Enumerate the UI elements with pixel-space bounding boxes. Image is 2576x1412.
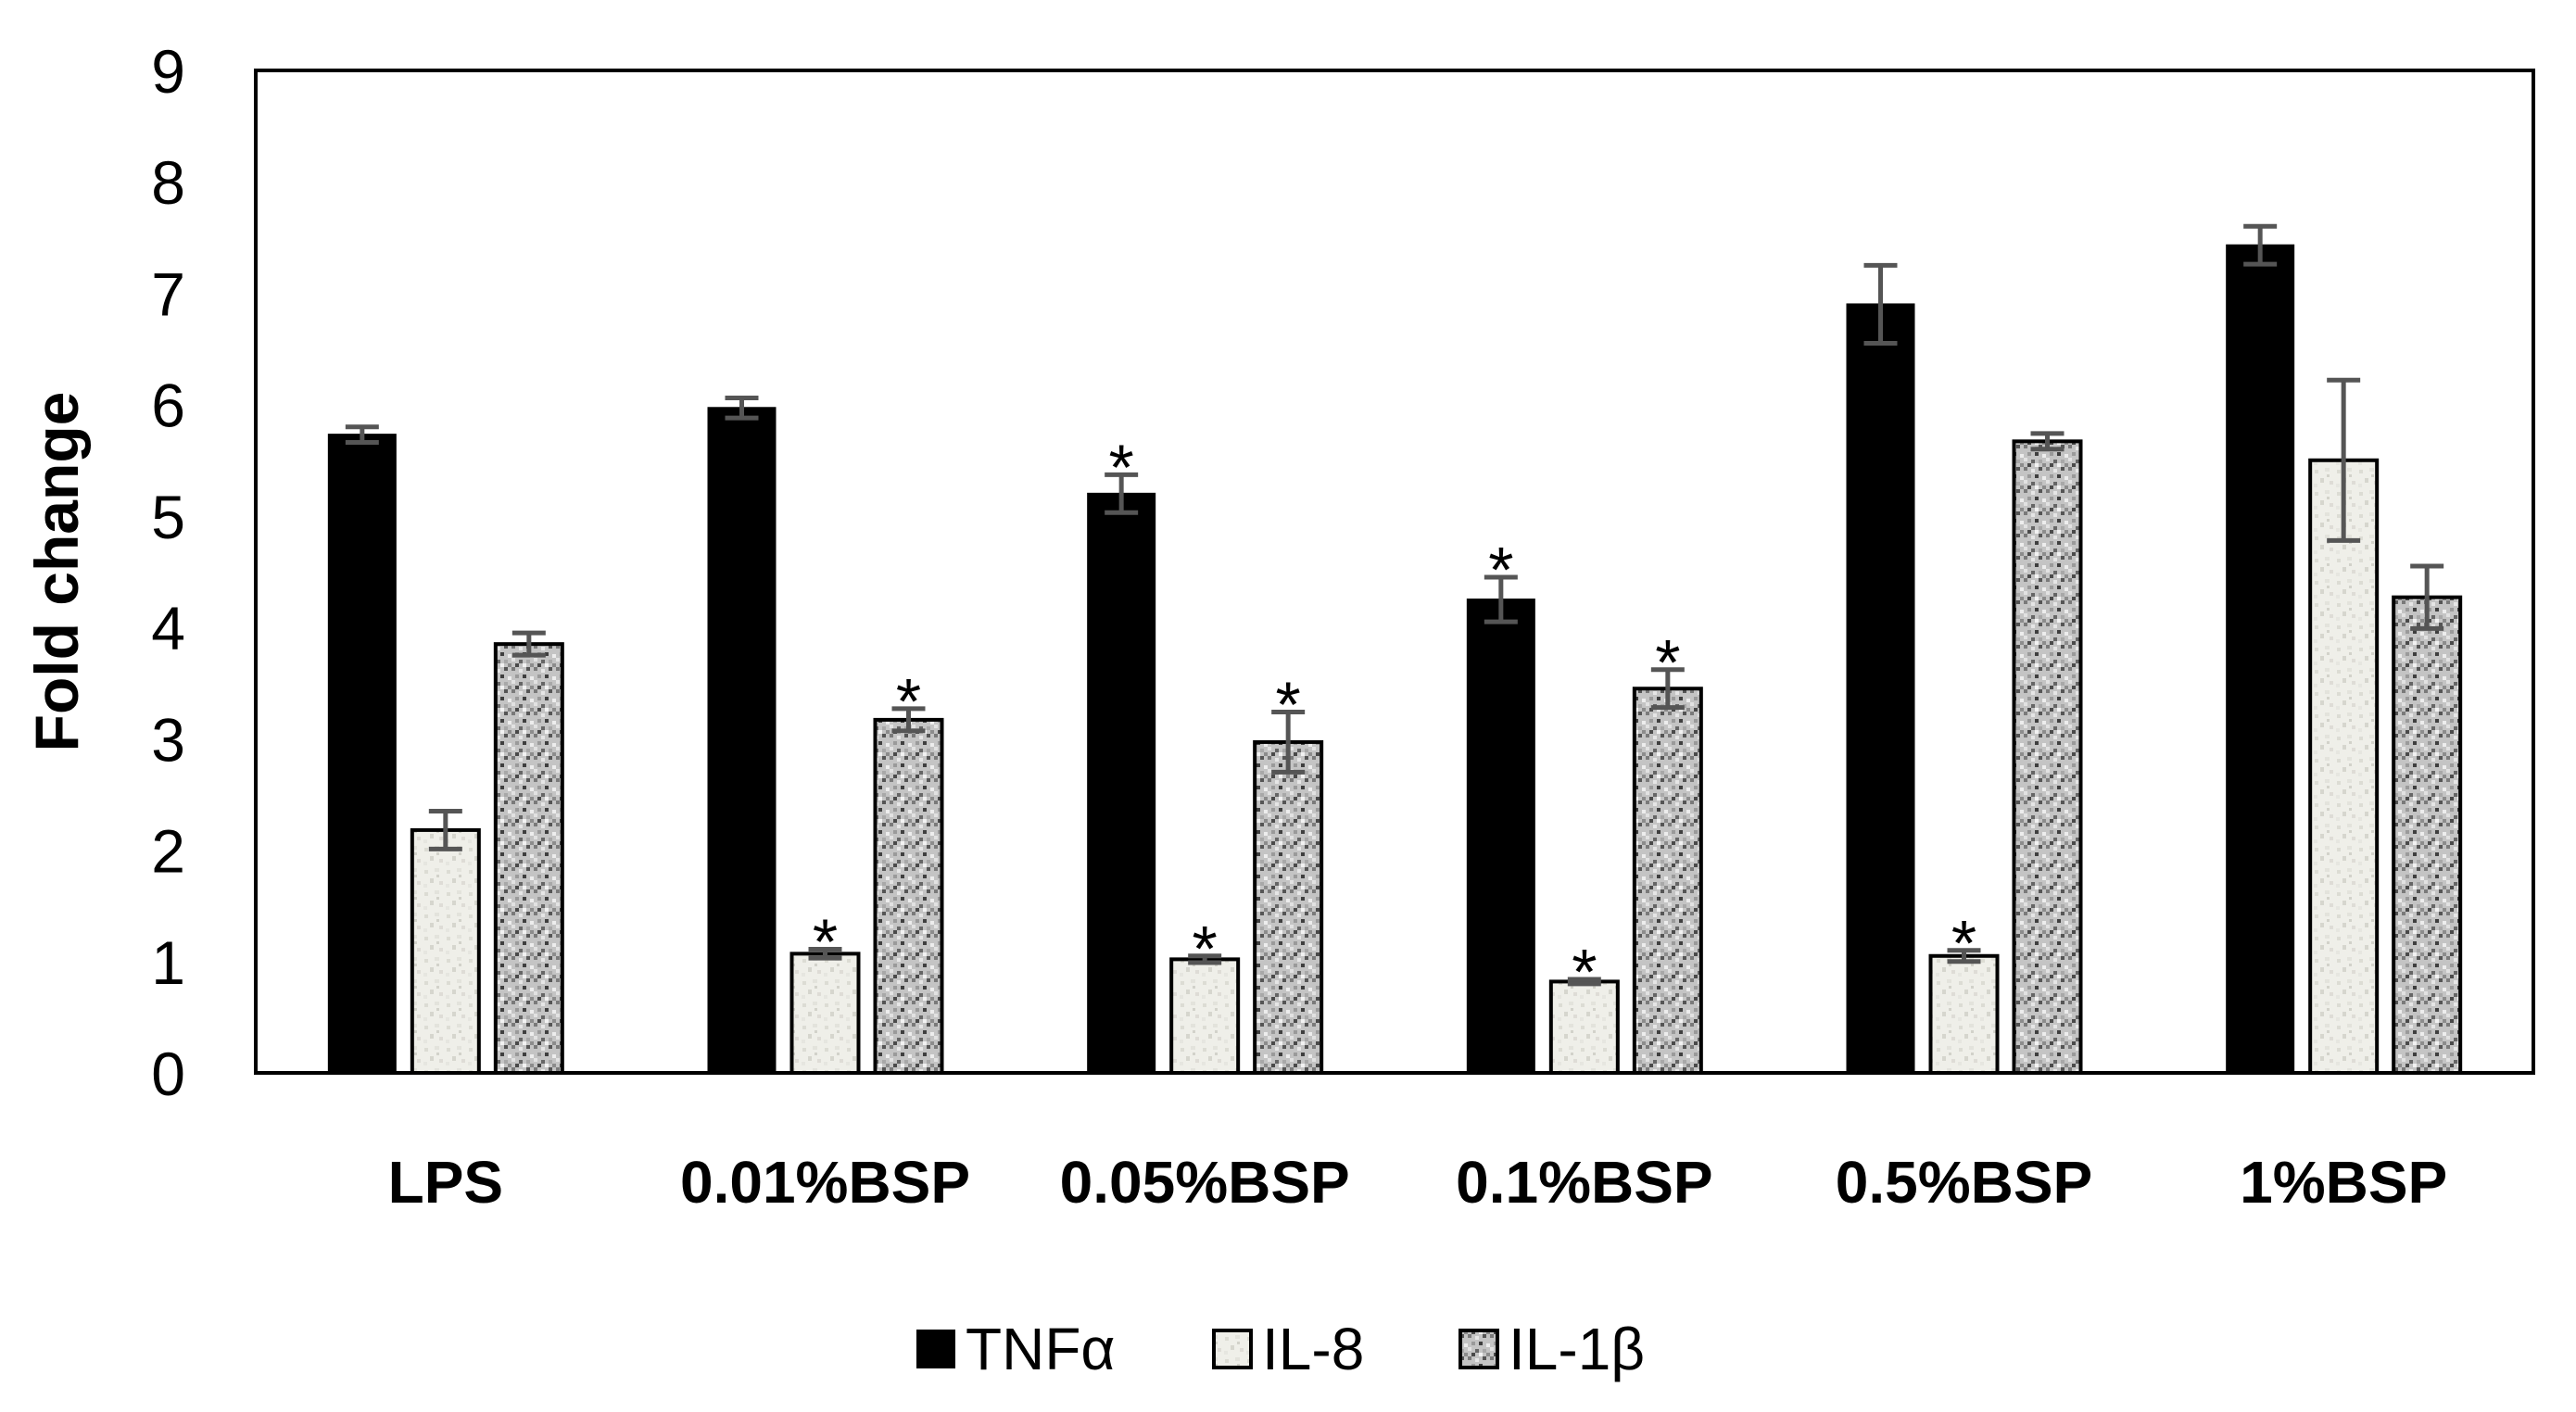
y-tick-label: 3: [151, 705, 185, 774]
bar: [1846, 303, 1915, 1074]
bar: [1928, 953, 2000, 1076]
legend-label: IL-1β: [1509, 1316, 1645, 1382]
bar: [1466, 599, 1535, 1074]
bar: [1548, 979, 1620, 1075]
bar: [327, 434, 397, 1075]
y-tick-label: 7: [151, 259, 185, 328]
significance-marker: *: [1572, 936, 1597, 1008]
bar: [1632, 687, 1703, 1075]
bar: [789, 952, 861, 1075]
significance-marker: *: [1488, 534, 1513, 606]
significance-marker: *: [896, 665, 921, 738]
significance-marker: *: [1109, 431, 1134, 503]
x-tick-label: 0.1%BSP: [1456, 1149, 1712, 1216]
bar: [1087, 492, 1156, 1074]
legend-swatch: [1458, 1329, 1499, 1369]
bar: [707, 407, 777, 1075]
y-tick-label: 0: [151, 1040, 185, 1108]
x-tick-label: 0.5%BSP: [1836, 1149, 2092, 1216]
bar: [1169, 957, 1241, 1075]
bar: [873, 717, 944, 1075]
bars-group: * * * * * * * * *: [327, 223, 2463, 1076]
bar: [1253, 739, 1324, 1075]
legend-swatch: [916, 1330, 955, 1368]
bar: [2226, 244, 2295, 1074]
x-tick-label: 0.05%BSP: [1060, 1149, 1350, 1216]
y-tick-label: 6: [151, 372, 185, 440]
legend-label: TNFα: [966, 1316, 1115, 1382]
bar: [410, 827, 481, 1075]
significance-marker: *: [1655, 626, 1680, 699]
y-axis-label: Fold change: [22, 392, 91, 752]
legend: TNFα IL-8 IL-1β: [916, 1316, 1645, 1382]
y-tick-label: 9: [151, 37, 185, 106]
plot-area-frame: [254, 69, 2535, 1075]
x-axis-labels: LPS 0.01%BSP 0.05%BSP 0.1%BSP 0.5%BSP 1%BSP: [388, 1149, 2448, 1216]
bar: [2392, 595, 2463, 1075]
x-tick-label: LPS: [388, 1149, 503, 1216]
y-axis-ticks: 0 1 2 3 4 5 6 7 8 9: [151, 37, 185, 1108]
bar: [2308, 458, 2380, 1075]
y-tick-label: 8: [151, 148, 185, 217]
y-tick-label: 4: [151, 594, 185, 662]
bar: [493, 642, 564, 1076]
significance-marker: *: [1276, 668, 1301, 740]
significance-marker: *: [1193, 913, 1218, 985]
legend-label: IL-8: [1262, 1316, 1364, 1382]
bar: [2012, 439, 2083, 1075]
significance-marker: *: [1951, 907, 1976, 979]
x-tick-label: 0.01%BSP: [680, 1149, 970, 1216]
x-tick-label: 1%BSP: [2240, 1149, 2447, 1216]
significance-marker: *: [813, 906, 838, 978]
y-tick-label: 1: [151, 928, 185, 997]
y-tick-label: 2: [151, 817, 185, 886]
y-tick-label: 5: [151, 483, 185, 551]
legend-swatch: [1212, 1329, 1253, 1369]
